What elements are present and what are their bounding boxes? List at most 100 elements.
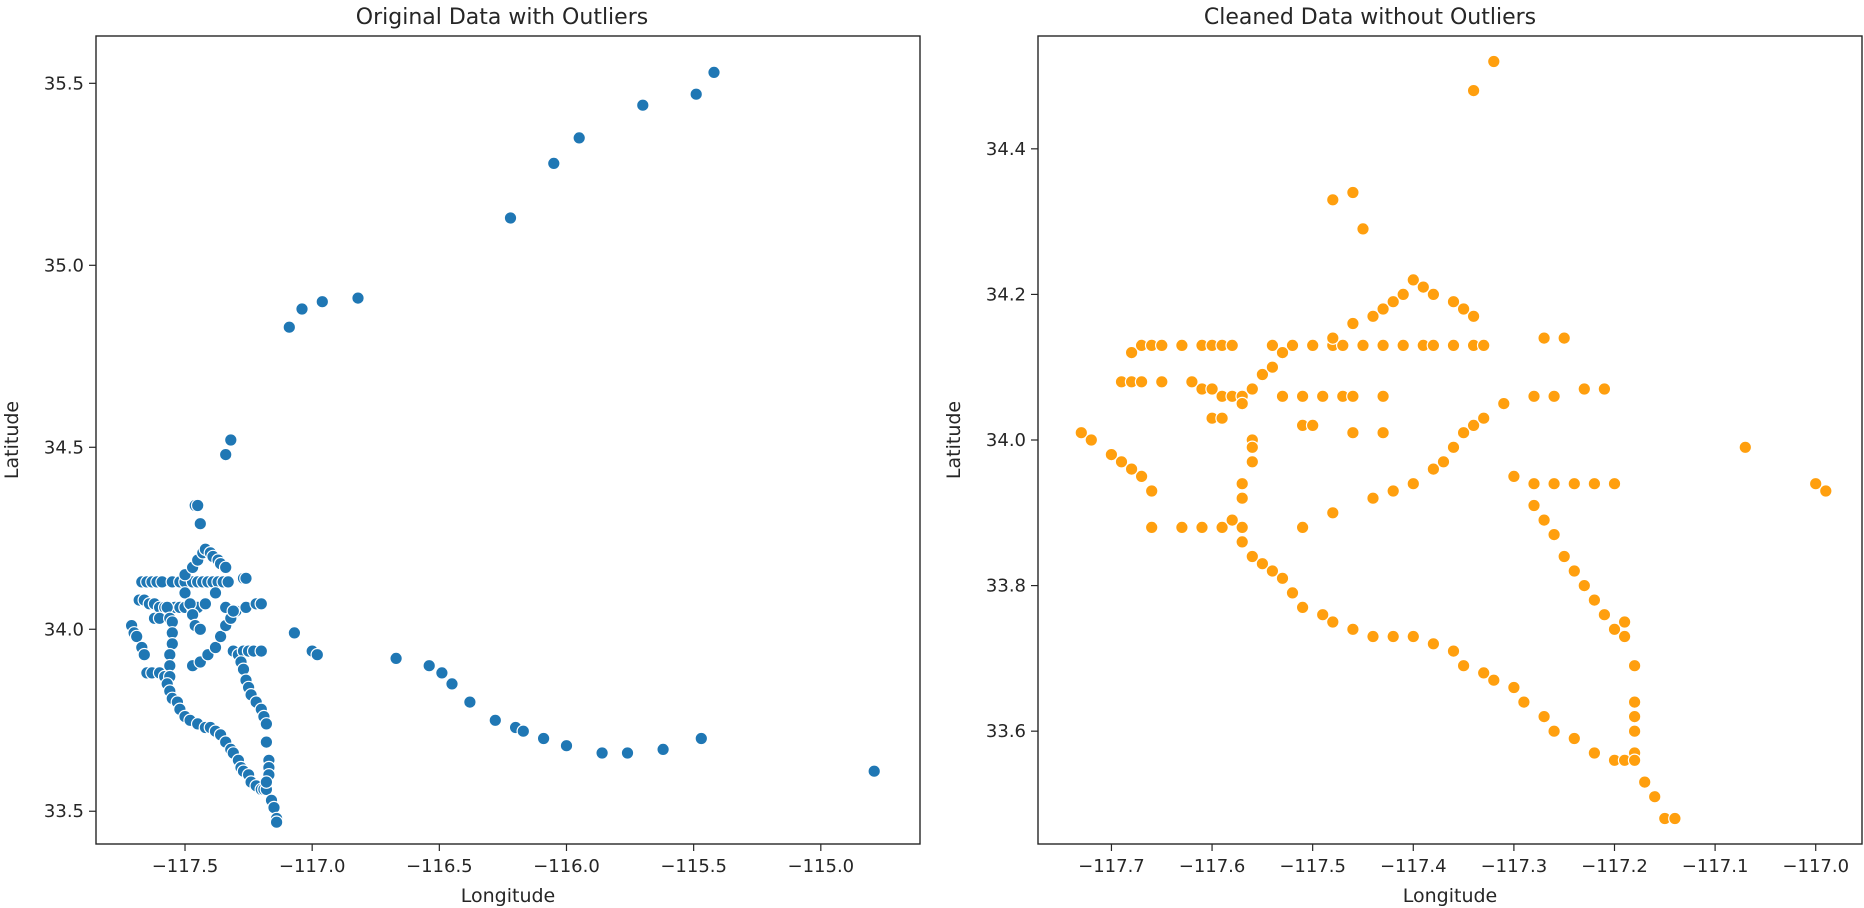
data-point bbox=[178, 586, 192, 600]
data-point bbox=[1295, 600, 1310, 615]
data-point bbox=[1265, 360, 1280, 374]
data-point bbox=[1487, 54, 1501, 69]
data-point bbox=[1245, 454, 1260, 469]
right-xtick-label: −117.2 bbox=[1581, 856, 1648, 877]
data-point bbox=[1305, 418, 1320, 433]
left-xtick-label: −115.0 bbox=[788, 856, 855, 877]
data-point bbox=[1134, 469, 1149, 484]
data-point bbox=[503, 211, 518, 225]
data-point bbox=[1336, 338, 1350, 353]
left-plot-ticks: −117.5 −117.0 −116.5 −116.0 −115.5 −115.0 33.5… bbox=[44, 73, 854, 877]
data-point bbox=[1265, 564, 1280, 578]
right-plot-title: Cleaned Data without Outliers bbox=[1204, 5, 1536, 30]
left-ytick-label: 35.0 bbox=[44, 255, 84, 276]
data-point bbox=[1366, 491, 1380, 505]
data-point bbox=[1225, 338, 1239, 353]
right-plot-xlabel: Longitude bbox=[1403, 885, 1498, 907]
data-point bbox=[1456, 658, 1471, 673]
data-point bbox=[1507, 469, 1521, 484]
right-ytick-label: 34.4 bbox=[986, 139, 1026, 160]
data-point bbox=[1195, 520, 1209, 535]
data-point bbox=[1255, 367, 1270, 382]
data-point bbox=[1346, 389, 1360, 404]
data-point bbox=[1396, 287, 1410, 302]
data-point bbox=[259, 735, 274, 749]
data-point bbox=[546, 156, 561, 171]
data-point bbox=[1476, 666, 1491, 680]
data-point bbox=[315, 294, 330, 309]
data-point bbox=[1386, 294, 1400, 309]
data-point bbox=[689, 87, 703, 101]
data-point bbox=[1446, 338, 1461, 353]
data-point bbox=[488, 713, 503, 728]
data-point bbox=[1235, 476, 1249, 491]
data-point bbox=[1084, 433, 1099, 447]
data-point bbox=[1285, 338, 1300, 353]
data-point bbox=[1376, 425, 1390, 440]
data-point bbox=[282, 320, 297, 334]
data-point bbox=[635, 98, 650, 112]
data-point bbox=[1627, 724, 1642, 738]
data-point bbox=[1627, 753, 1642, 768]
data-point bbox=[1245, 549, 1260, 564]
right-ytick-label: 33.6 bbox=[986, 721, 1026, 742]
right-plot-ylabel: Latitude bbox=[943, 401, 965, 479]
data-point bbox=[1557, 331, 1571, 345]
data-point bbox=[213, 629, 228, 644]
data-point bbox=[310, 647, 325, 662]
data-point bbox=[1587, 476, 1602, 491]
data-point bbox=[1144, 484, 1159, 498]
data-point bbox=[1527, 476, 1541, 491]
data-point bbox=[1376, 338, 1390, 353]
data-point bbox=[559, 738, 574, 753]
data-point bbox=[254, 644, 269, 658]
data-point bbox=[656, 742, 670, 757]
left-ytick-label: 34.0 bbox=[44, 619, 84, 640]
data-point bbox=[1366, 309, 1380, 324]
data-point bbox=[221, 575, 235, 589]
data-point bbox=[1315, 607, 1330, 622]
data-point bbox=[1215, 411, 1229, 425]
data-point bbox=[1547, 724, 1561, 738]
data-point bbox=[254, 596, 269, 611]
data-point bbox=[1285, 586, 1300, 600]
data-point bbox=[1326, 331, 1340, 345]
data-point bbox=[1225, 513, 1239, 527]
right-plot-ticks: −117.7 −117.6 −117.5 −117.4 −117.3 −117.2 −117… bbox=[986, 139, 1849, 877]
data-point bbox=[1416, 280, 1431, 294]
data-point bbox=[208, 640, 223, 655]
data-point bbox=[1668, 811, 1682, 826]
data-point bbox=[1607, 476, 1622, 491]
right-xtick-label: −117.5 bbox=[1279, 856, 1346, 877]
data-point bbox=[1235, 520, 1249, 535]
data-point bbox=[1386, 484, 1400, 498]
data-point bbox=[389, 651, 403, 666]
data-point bbox=[536, 731, 551, 746]
data-point bbox=[1295, 389, 1310, 404]
data-point bbox=[1627, 709, 1642, 724]
data-point bbox=[259, 775, 274, 789]
data-point bbox=[1487, 673, 1501, 687]
left-plot-title: Original Data with Outliers bbox=[356, 5, 648, 30]
left-xtick-label: −116.0 bbox=[533, 856, 600, 877]
data-point bbox=[1557, 549, 1571, 564]
data-point bbox=[1537, 709, 1551, 724]
data-point bbox=[1466, 309, 1481, 324]
data-point bbox=[137, 647, 152, 662]
data-point bbox=[1738, 440, 1753, 455]
data-point bbox=[1245, 440, 1260, 455]
data-point bbox=[445, 677, 459, 691]
data-point bbox=[1456, 425, 1471, 440]
data-point bbox=[1637, 775, 1652, 789]
data-point bbox=[1185, 374, 1199, 389]
data-point bbox=[129, 629, 144, 644]
data-point bbox=[165, 636, 180, 651]
data-point bbox=[218, 560, 233, 575]
data-point bbox=[1497, 396, 1511, 411]
data-point bbox=[1597, 382, 1612, 396]
left-xtick-label: −117.0 bbox=[279, 856, 346, 877]
data-point bbox=[1537, 513, 1551, 527]
data-point bbox=[218, 447, 233, 462]
data-point bbox=[1275, 389, 1290, 404]
